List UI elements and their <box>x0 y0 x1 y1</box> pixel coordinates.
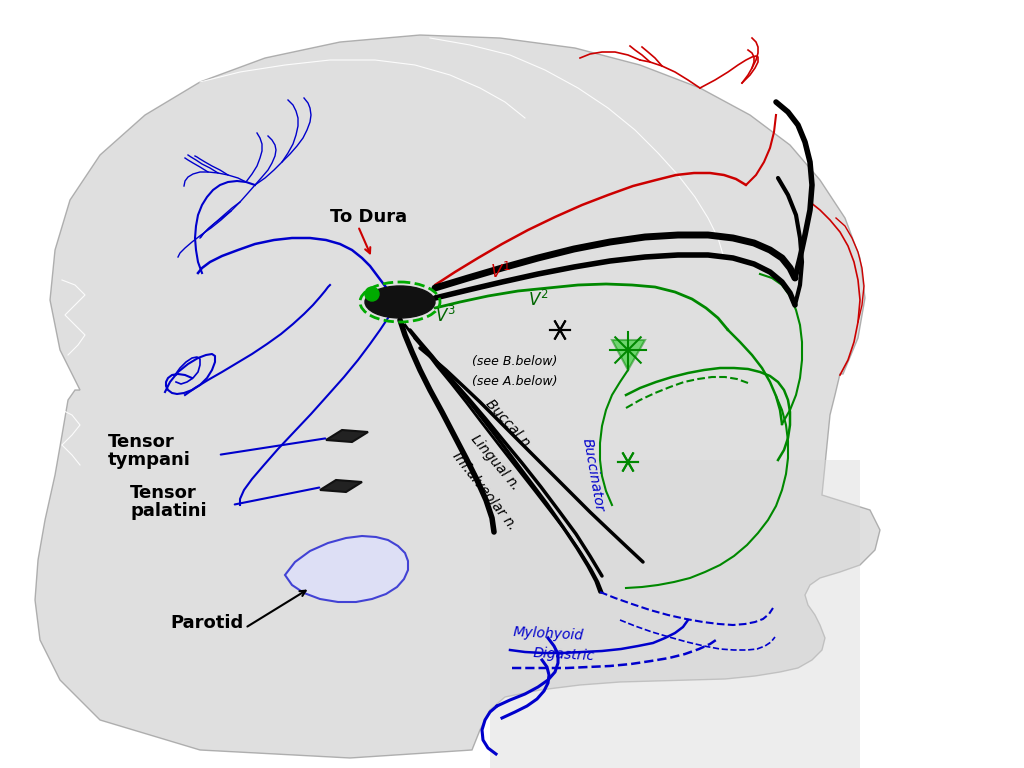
Polygon shape <box>35 35 880 758</box>
Ellipse shape <box>365 287 379 301</box>
Text: Mylohyoid: Mylohyoid <box>513 625 585 643</box>
Text: Buccinator: Buccinator <box>580 437 606 513</box>
Text: (see B.below): (see B.below) <box>472 355 557 368</box>
Text: To Dura: To Dura <box>330 208 408 226</box>
Polygon shape <box>326 430 368 442</box>
Polygon shape <box>490 460 860 768</box>
Text: Tensor: Tensor <box>130 484 197 502</box>
Text: $V^{3}$: $V^{3}$ <box>435 306 456 326</box>
Polygon shape <box>319 480 362 492</box>
Text: (see A.below): (see A.below) <box>472 375 557 388</box>
Text: $V^{1}$: $V^{1}$ <box>490 262 511 282</box>
Text: Buccal n.: Buccal n. <box>483 396 536 453</box>
Text: Tensor: Tensor <box>108 433 175 451</box>
Polygon shape <box>612 340 645 370</box>
Text: $V^{2}$: $V^{2}$ <box>528 290 549 310</box>
Text: tympani: tympani <box>108 451 190 469</box>
Text: Digastric: Digastric <box>534 646 595 663</box>
Text: Inf.alveolar n.: Inf.alveolar n. <box>450 449 519 533</box>
Text: Parotid: Parotid <box>170 614 244 632</box>
Polygon shape <box>285 536 408 602</box>
Ellipse shape <box>365 286 435 318</box>
Text: Lingual n.: Lingual n. <box>468 432 522 493</box>
Text: palatini: palatini <box>130 502 207 520</box>
